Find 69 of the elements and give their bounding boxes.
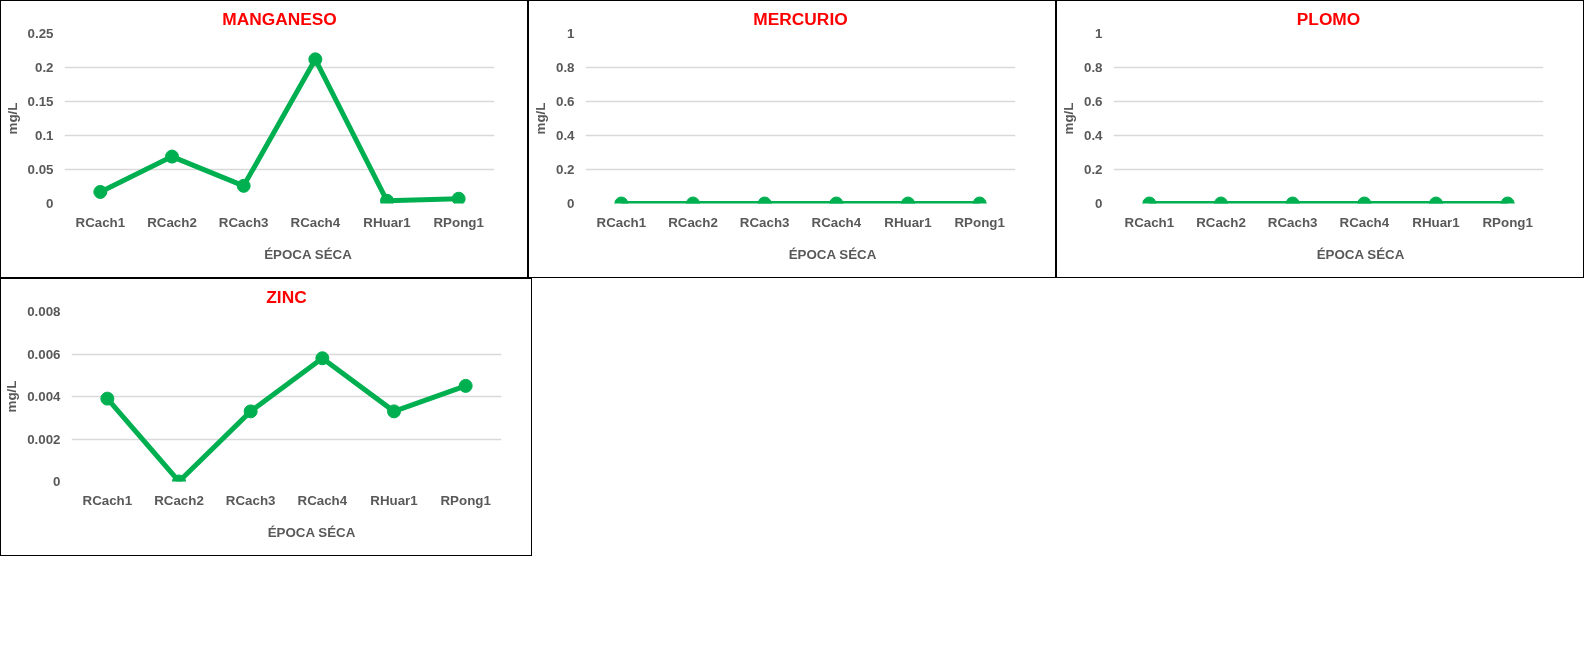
text: ÉPOCA SÉCA — [788, 247, 877, 262]
point — [387, 404, 401, 419]
text: ÉPOCA SÉCA — [267, 525, 356, 540]
y-tick-label: 0.2 — [34, 60, 54, 75]
y-tick-label: 0.2 — [555, 162, 575, 177]
x-tick-label: RCach3 — [218, 214, 269, 230]
y-tick-label: 0.4 — [555, 128, 576, 143]
y-tick-label: 0.002 — [27, 431, 61, 447]
point — [308, 52, 323, 67]
x-tick-label: RCach1 — [75, 214, 126, 230]
x-tick-label: RCach4 — [811, 214, 862, 230]
x-tick-label: RCach2 — [147, 214, 197, 230]
x-tick-label: RPong1 — [1482, 214, 1534, 230]
y-tick-label: 0.6 — [1083, 94, 1103, 109]
y-axis-title: mg/L — [4, 102, 20, 135]
x-tick-label: RHuar1 — [370, 492, 419, 508]
point — [458, 378, 473, 393]
point — [93, 184, 108, 199]
point — [451, 191, 466, 204]
x-tick-label: RCach4 — [1339, 214, 1390, 230]
x-tick-label: RCach3 — [225, 492, 276, 508]
x-tick-label: RCach4 — [290, 214, 341, 230]
y-tick-label: 0 — [567, 196, 575, 211]
chart-title: ZINC — [266, 286, 308, 307]
y-tick-label: 0.8 — [1083, 60, 1103, 75]
x-tick-label: RCach2 — [154, 492, 204, 508]
y-tick-label: 0 — [46, 196, 54, 211]
point — [315, 351, 330, 366]
y-tick-label: 0.6 — [555, 94, 575, 109]
x-tick-label: RPong1 — [954, 214, 1006, 230]
x-tick-label: RHuar1 — [884, 214, 933, 230]
y-tick-label: 0.05 — [27, 162, 55, 177]
x-tick-label: RCach2 — [668, 214, 718, 230]
x-tick-label: RCach1 — [596, 214, 647, 230]
x-tick-label: RCach1 — [82, 492, 133, 508]
x-tick-label: RCach3 — [739, 214, 790, 230]
x-tick-label: RHuar1 — [1412, 214, 1461, 230]
y-tick-label: 0.006 — [27, 346, 61, 362]
x-tick-label: RCach4 — [297, 492, 348, 508]
y-tick-label: 0.1 — [34, 128, 55, 143]
y-tick-label: 0 — [1095, 196, 1103, 211]
y-tick-label: 1 — [1095, 26, 1104, 41]
x-tick-label: RPong1 — [433, 214, 485, 230]
x-tick-label: RHuar1 — [363, 214, 412, 230]
point — [236, 178, 251, 193]
y-axis-title: mg/L — [532, 102, 548, 135]
point — [165, 149, 179, 164]
y-tick-label: 0.8 — [555, 60, 575, 75]
y-axis-title: mg/L — [1060, 102, 1076, 135]
chart-title: MERCURIO — [753, 8, 848, 29]
y-tick-label: 0.4 — [1083, 128, 1104, 143]
y-tick-label: 1 — [567, 26, 576, 41]
y-tick-label: 0.004 — [27, 389, 62, 404]
x-tick-label: RCach1 — [1124, 214, 1175, 230]
y-tick-label: 0 — [53, 474, 61, 489]
chart-title: MANGANESO — [222, 8, 337, 29]
y-tick-label: 0.008 — [27, 304, 61, 319]
y-tick-label: 0.15 — [27, 94, 55, 109]
y-tick-label: 0.2 — [1083, 162, 1103, 177]
text: ÉPOCA SÉCA — [1316, 247, 1405, 262]
x-tick-label: RCach3 — [1267, 214, 1318, 230]
y-axis-title: mg/L — [4, 380, 20, 413]
text: ÉPOCA SÉCA — [264, 247, 352, 262]
chart-title: PLOMO — [1296, 8, 1361, 29]
point — [243, 404, 258, 419]
x-tick-label: RCach2 — [1196, 214, 1246, 230]
y-tick-label: 0.25 — [27, 26, 55, 41]
point — [100, 391, 115, 406]
x-tick-label: RPong1 — [440, 492, 492, 508]
